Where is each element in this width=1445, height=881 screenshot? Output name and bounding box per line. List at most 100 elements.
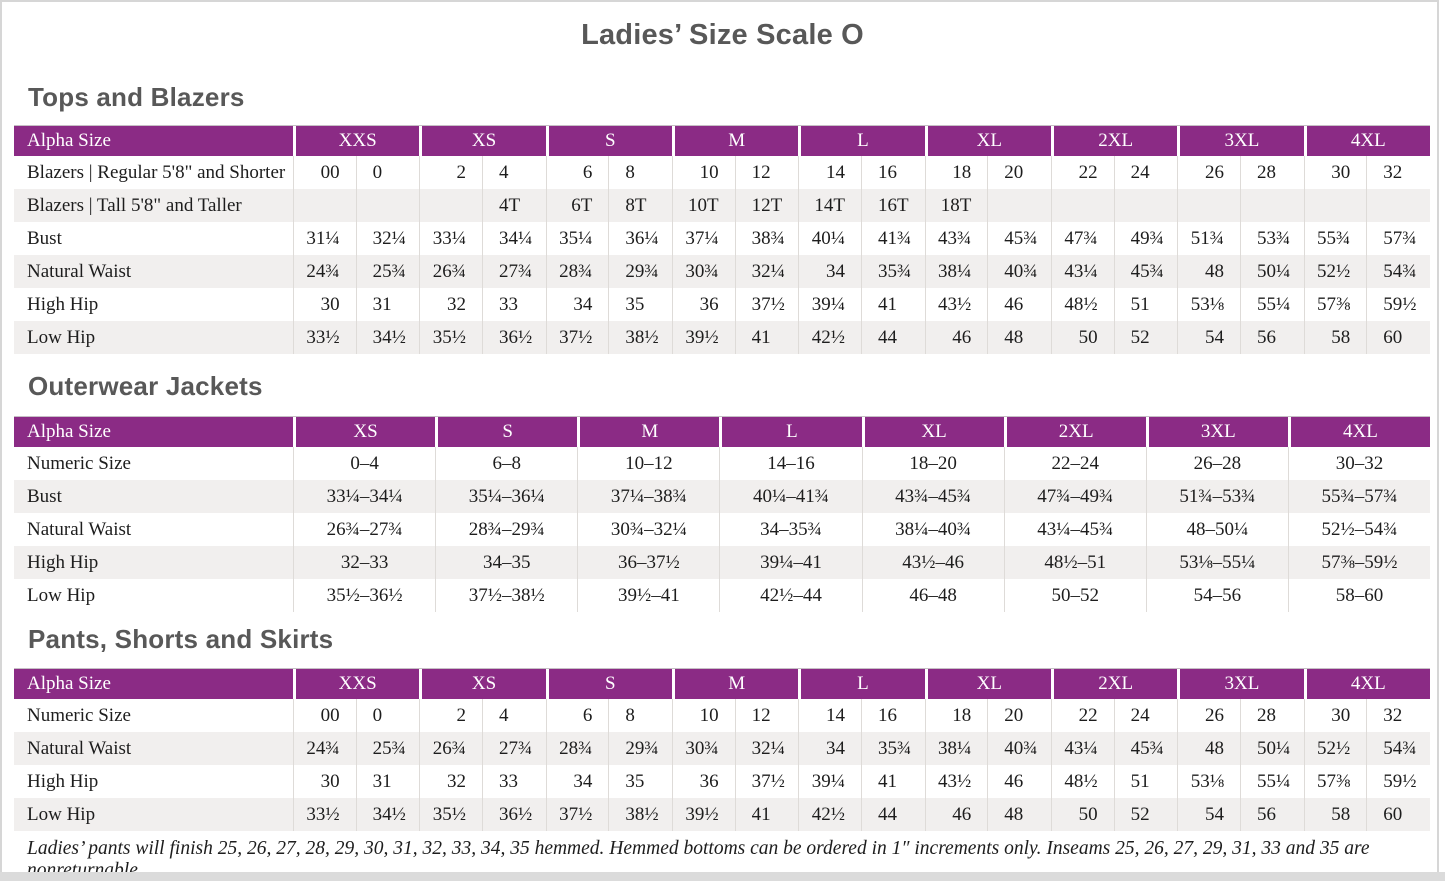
size-header-cell: 3XL — [1180, 669, 1304, 699]
size-group-cell: 10 12 — [671, 699, 798, 732]
size-group-cell: 32 33 — [419, 288, 545, 321]
size-header-cell: 2XL — [1053, 669, 1178, 699]
value-cell: 24¾ — [294, 255, 357, 288]
size-group-cell: 48 50¼ — [1177, 255, 1303, 288]
value-cell: 58 — [1305, 321, 1368, 354]
value-cell: 45¾ — [1130, 261, 1164, 282]
value-cell: 18T — [926, 189, 989, 222]
value-cell: 39½ — [673, 798, 736, 831]
size-header-cell: XL — [927, 126, 1051, 156]
size-group-cell: 32 33 — [419, 765, 545, 798]
table-row: Natural Waist 26¾–27¾ 28¾–29¾ 30¾–32¼ 34–35¾… — [14, 513, 1430, 546]
value-cell: 52 — [1130, 804, 1150, 825]
value-cell: 30 — [294, 765, 357, 798]
header-label-cell: Alpha Size — [14, 126, 293, 156]
value-cell: 41¾ — [877, 228, 912, 249]
value-cell: 34–35 — [435, 546, 577, 579]
value-cell: 58–60 — [1287, 579, 1430, 612]
value-cell — [1367, 189, 1430, 222]
size-group-cell: 36 37½ — [671, 765, 798, 798]
value-cell — [1115, 189, 1178, 222]
size-group-cell: 43¾ 45¾ — [924, 222, 1051, 255]
value-cell: 41 — [877, 771, 897, 792]
size-group-cell: 39¼ 41 — [798, 765, 924, 798]
row-label: Natural Waist — [27, 261, 132, 282]
size-group-cell: 57⅜ 59½ — [1303, 288, 1430, 321]
value-cell: 33½ — [294, 798, 357, 831]
size-header-cell: XS — [422, 126, 546, 156]
size-group-cell: 37½ 38½ — [545, 798, 672, 831]
value-cell: 53⅛ — [1178, 765, 1241, 798]
value-cell: 48 — [1004, 327, 1024, 348]
value-cell: 18 — [926, 156, 989, 189]
value-cell: 37½–38½ — [435, 579, 577, 612]
value-cell: 28¾ — [547, 255, 610, 288]
value-cell: 33 — [498, 771, 518, 792]
size-group-cell: 46 48 — [924, 321, 1051, 354]
table-row: Bust 33¼–34¼ 35¼–36¼ 37¼–38¾ 40¼–41¾ 43¾–45¾ 4… — [14, 480, 1430, 513]
value-cell: 36 — [673, 288, 736, 321]
size-group-cell — [293, 189, 419, 222]
value-cell: 26 — [1178, 699, 1241, 732]
size-header-cell: 2XL — [1053, 126, 1178, 156]
size-group-cell: 34 35¾ — [798, 255, 924, 288]
value-cell — [1305, 189, 1368, 222]
value-cell: 39¼–41 — [719, 546, 861, 579]
size-header-cell: XXS — [296, 669, 420, 699]
size-group-cell: 33½ 34½ — [293, 321, 419, 354]
value-cell: 30¾–32¼ — [577, 513, 719, 546]
value-cell: 43½ — [926, 765, 989, 798]
value-cell: 10 — [673, 699, 736, 732]
value-cell: 16T — [877, 195, 909, 216]
value-cell: 43½ — [926, 288, 989, 321]
row-label: Natural Waist — [27, 519, 132, 540]
value-cell: 32¼ — [751, 261, 785, 282]
value-cell: 55¼ — [1256, 294, 1291, 315]
size-header-cell: S — [438, 417, 578, 447]
value-cell: 38¼ — [926, 732, 989, 765]
size-group-cell: 35¼ 36¼ — [545, 222, 672, 255]
value-cell: 32–33 — [293, 546, 435, 579]
value-cell: 26¾ — [420, 732, 483, 765]
value-cell: 2 — [420, 699, 483, 732]
size-group-cell: 36 37½ — [671, 288, 798, 321]
value-cell: 26 — [1178, 156, 1241, 189]
value-cell: 30¾ — [673, 732, 736, 765]
size-header-cell: S — [548, 126, 672, 156]
value-cell: 42½ — [799, 798, 862, 831]
size-group-cell: 18T — [924, 189, 1051, 222]
value-cell: 35¼–36¼ — [435, 480, 577, 513]
value-cell: 30 — [294, 288, 357, 321]
size-group-cell: 35½ 36½ — [419, 798, 545, 831]
value-cell: 00 — [294, 156, 357, 189]
value-cell — [294, 189, 357, 222]
value-cell: 51 — [1130, 771, 1150, 792]
value-cell: 50 — [1052, 798, 1115, 831]
value-cell: 12T — [751, 195, 783, 216]
value-cell: 8 — [625, 705, 635, 726]
header-label-cell: Alpha Size — [14, 669, 293, 699]
value-cell: 28¾ — [547, 732, 610, 765]
size-group-cell: 34 35¾ — [798, 732, 924, 765]
value-cell: 0 — [372, 705, 383, 726]
value-cell: 52½ — [1305, 732, 1368, 765]
value-cell: 26¾–27¾ — [293, 513, 435, 546]
value-cell: 48 — [1178, 732, 1241, 765]
value-cell: 34 — [547, 765, 610, 798]
size-group-cell: 58 60 — [1303, 798, 1430, 831]
value-cell: 54 — [1178, 321, 1241, 354]
value-cell: 37½ — [547, 321, 610, 354]
value-cell: 28 — [1256, 162, 1276, 183]
size-group-cell: 14 16 — [798, 699, 924, 732]
value-cell: 2 — [420, 156, 483, 189]
size-group-cell: 43½ 46 — [924, 288, 1051, 321]
value-cell — [357, 189, 420, 222]
value-cell: 34–35¾ — [719, 513, 861, 546]
size-header-cell: XS — [422, 669, 546, 699]
tables-host: Tops and Blazers Alpha Size XXS XS S M L XL 2XL 3… — [0, 82, 1445, 831]
value-cell: 58 — [1305, 798, 1368, 831]
value-cell: 14–16 — [719, 447, 861, 480]
value-cell: 24¾ — [294, 732, 357, 765]
table-row: Low Hip 33½ 34½ 35½ 36½ 37½ 38½ 39½ 41 42½ 44 46 48 5… — [14, 798, 1430, 831]
